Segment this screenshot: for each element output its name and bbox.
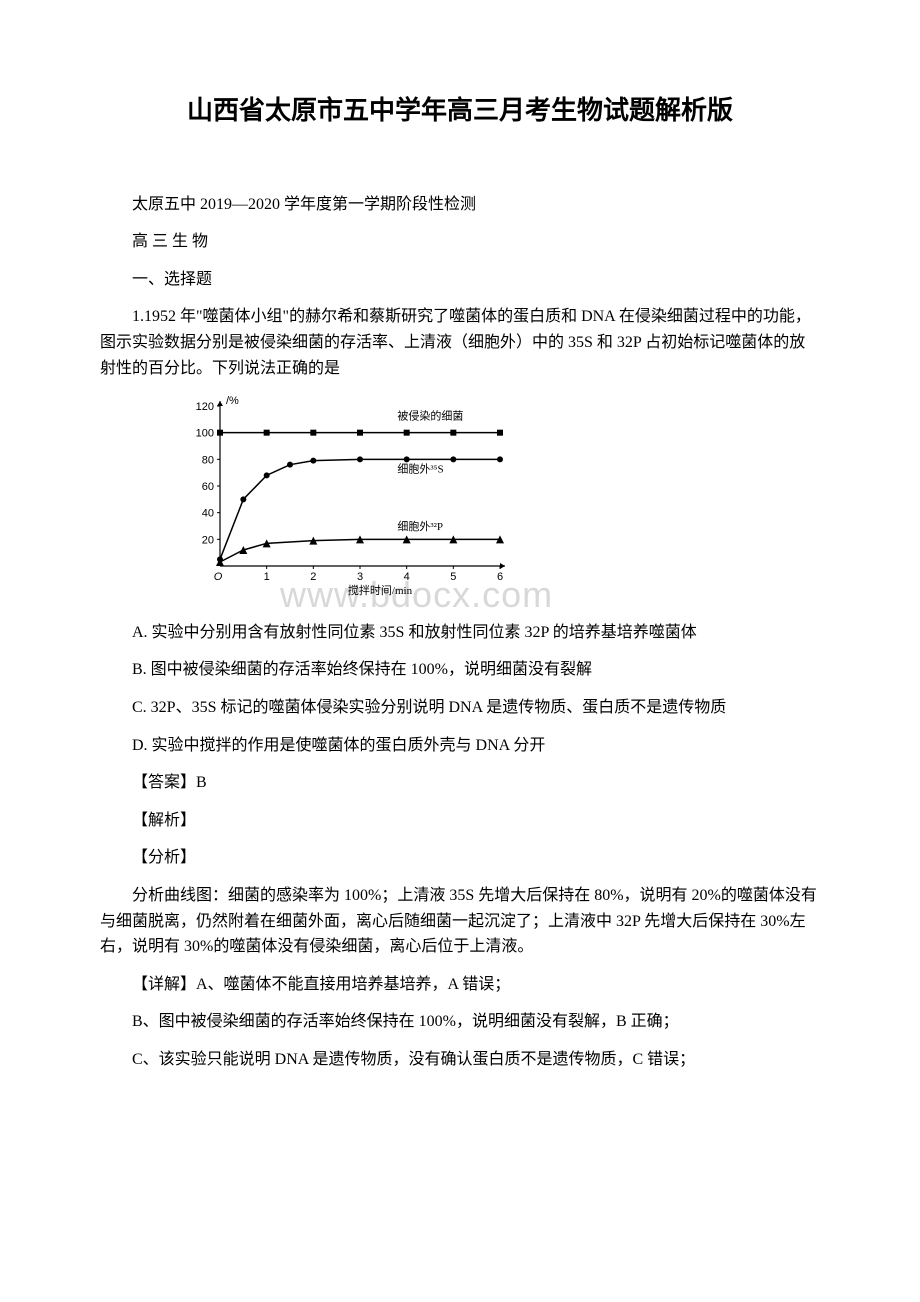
svg-text:细胞外³⁵S: 细胞外³⁵S <box>397 463 443 476</box>
svg-text:O: O <box>214 571 223 583</box>
svg-text:4: 4 <box>404 571 410 583</box>
svg-text:40: 40 <box>202 508 214 520</box>
option-a: A. 实验中分别用含有放射性同位素 35S 和放射性同位素 32P 的培养基培养… <box>100 620 820 646</box>
svg-text:5: 5 <box>450 571 456 583</box>
doc-title: 山西省太原市五中学年高三月考生物试题解析版 <box>100 90 820 132</box>
option-d: D. 实验中搅拌的作用是使噬菌体的蛋白质外壳与 DNA 分开 <box>100 733 820 759</box>
svg-text:搅拌时间/min: 搅拌时间/min <box>348 583 413 596</box>
detail-c: C、该实验只能说明 DNA 是遗传物质，没有确认蛋白质不是遗传物质，C 错误； <box>100 1047 820 1073</box>
option-c: C. 32P、35S 标记的噬菌体侵染实验分别说明 DNA 是遗传物质、蛋白质不… <box>100 695 820 721</box>
detail-b: B、图中被侵染细菌的存活率始终保持在 100%，说明细菌没有裂解，B 正确； <box>100 1009 820 1035</box>
svg-text:被侵染的细菌: 被侵染的细菌 <box>397 408 463 422</box>
explain-label: 【解析】 <box>100 808 820 834</box>
chart-container: 20 40 60 80 100 120 O 1 2 3 4 5 6 /% 搅拌时间/min 被侵染的细菌细胞外… <box>180 396 820 605</box>
svg-text:细胞外³²P: 细胞外³²P <box>397 520 443 533</box>
detail-a: 【详解】A、噬菌体不能直接用培养基培养，A 错误； <box>100 972 820 998</box>
svg-text:100: 100 <box>196 428 214 440</box>
svg-text:2: 2 <box>310 571 316 583</box>
document-page: 山西省太原市五中学年高三月考生物试题解析版 太原五中 2019—2020 学年度… <box>0 0 920 1144</box>
svg-text:80: 80 <box>202 454 214 466</box>
option-b: B. 图中被侵染细菌的存活率始终保持在 100%，说明细菌没有裂解 <box>100 657 820 683</box>
line-chart: 20 40 60 80 100 120 O 1 2 3 4 5 6 /% 搅拌时间/min 被侵染的细菌细胞外… <box>180 396 510 596</box>
svg-text:60: 60 <box>202 481 214 493</box>
section-heading: 一、选择题 <box>100 267 820 293</box>
svg-text:6: 6 <box>497 571 503 583</box>
answer-label: 【答案】B <box>100 770 820 796</box>
svg-text:20: 20 <box>202 534 214 546</box>
exam-header-1: 太原五中 2019—2020 学年度第一学期阶段性检测 <box>100 192 820 218</box>
svg-text:120: 120 <box>196 401 214 413</box>
analysis-label: 【分析】 <box>100 845 820 871</box>
svg-text:/%: /% <box>226 396 239 407</box>
exam-header-2: 高 三 生 物 <box>100 229 820 255</box>
question-stem: 1.1952 年"噬菌体小组"的赫尔希和蔡斯研究了噬菌体的蛋白质和 DNA 在侵… <box>100 304 820 381</box>
analysis-body: 分析曲线图：细菌的感染率为 100%；上清液 35S 先增大后保持在 80%，说… <box>100 883 820 960</box>
svg-text:1: 1 <box>264 571 270 583</box>
svg-text:3: 3 <box>357 571 363 583</box>
